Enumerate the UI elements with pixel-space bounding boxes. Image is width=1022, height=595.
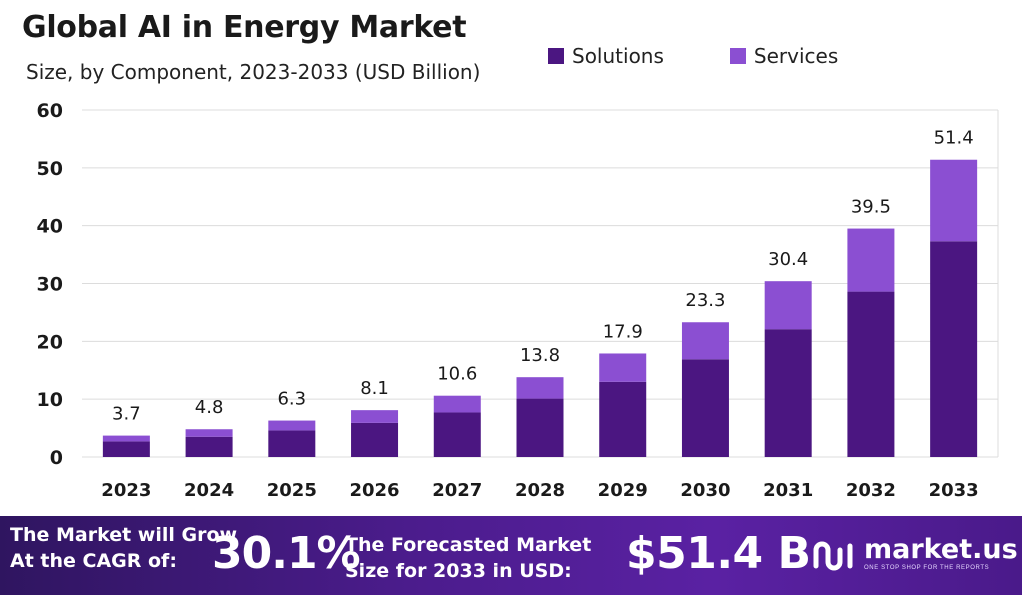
legend-swatch-services bbox=[729, 48, 746, 64]
bar-services bbox=[268, 420, 316, 431]
forecast-label: The Forecasted Market Size for 2033 in U… bbox=[345, 534, 592, 582]
y-tick-label: 0 bbox=[50, 447, 63, 469]
bar-services bbox=[599, 353, 647, 382]
brand-name: market.us bbox=[864, 534, 1018, 565]
forecast-value: $51.4 B bbox=[626, 528, 811, 579]
cagr-value: 30.1% bbox=[212, 528, 361, 579]
data-label-total: 17.9 bbox=[603, 321, 643, 342]
bar-solutions bbox=[433, 412, 481, 457]
legend: Solutions Services bbox=[548, 44, 904, 68]
x-tick-label: 2023 bbox=[101, 480, 151, 501]
x-tick-label: 2030 bbox=[680, 480, 730, 501]
bar-solutions bbox=[102, 441, 150, 457]
data-label-total: 10.6 bbox=[437, 364, 477, 385]
chart-subtitle: Size, by Component, 2023-2033 (USD Billi… bbox=[26, 60, 481, 84]
bar-services bbox=[185, 429, 233, 437]
x-tick-label: 2024 bbox=[184, 480, 234, 501]
x-tick-label: 2025 bbox=[267, 480, 317, 501]
brand-tagline: ONE STOP SHOP FOR THE REPORTS bbox=[864, 565, 990, 571]
data-label-total: 51.4 bbox=[934, 128, 974, 149]
y-tick-label: 20 bbox=[37, 331, 63, 353]
bar-solutions bbox=[599, 381, 647, 457]
bar-services bbox=[681, 322, 729, 360]
data-label-total: 30.4 bbox=[768, 249, 808, 270]
y-tick-label: 40 bbox=[37, 216, 63, 238]
bar-services bbox=[433, 395, 481, 413]
x-tick-label: 2031 bbox=[763, 480, 813, 501]
data-label-total: 23.3 bbox=[685, 290, 725, 311]
bar-solutions bbox=[516, 398, 564, 457]
legend-label-solutions: Solutions bbox=[572, 44, 664, 68]
bar-chart: 01020304050603.720234.820246.320258.1202… bbox=[37, 100, 999, 501]
y-tick-label: 60 bbox=[37, 100, 63, 122]
x-tick-label: 2028 bbox=[515, 480, 565, 501]
chart-title: Global AI in Energy Market bbox=[22, 10, 467, 45]
bar-services bbox=[930, 159, 978, 242]
footer-banner: The Market will Grow At the CAGR of: 30.… bbox=[0, 516, 1022, 595]
x-tick-label: 2026 bbox=[349, 480, 399, 501]
data-label-total: 6.3 bbox=[277, 389, 306, 410]
brand: market.us ONE STOP SHOP FOR THE REPORTS bbox=[812, 536, 1018, 576]
x-tick-label: 2029 bbox=[598, 480, 648, 501]
x-tick-label: 2032 bbox=[846, 480, 896, 501]
bar-services bbox=[351, 410, 399, 423]
legend-item-solutions: Solutions bbox=[548, 44, 664, 68]
bar-solutions bbox=[185, 436, 233, 457]
data-label-total: 8.1 bbox=[360, 378, 389, 399]
bar-solutions bbox=[351, 422, 399, 457]
bar-services bbox=[102, 435, 150, 442]
bar-solutions bbox=[764, 329, 812, 457]
bar-solutions bbox=[681, 359, 729, 457]
x-tick-label: 2027 bbox=[432, 480, 482, 501]
data-label-total: 39.5 bbox=[851, 197, 891, 218]
x-tick-label: 2033 bbox=[929, 480, 979, 501]
bar-solutions bbox=[847, 291, 895, 457]
legend-label-services: Services bbox=[753, 44, 839, 68]
y-tick-label: 30 bbox=[37, 274, 63, 296]
bar-solutions bbox=[268, 430, 316, 457]
data-label-total: 13.8 bbox=[520, 345, 560, 366]
cagr-label: The Market will Grow At the CAGR of: bbox=[10, 524, 238, 572]
market-us-logo-icon bbox=[813, 541, 853, 571]
data-label-total: 3.7 bbox=[112, 404, 141, 425]
bar-services bbox=[764, 281, 812, 330]
data-label-total: 4.8 bbox=[195, 397, 224, 418]
legend-item-services: Services bbox=[729, 44, 839, 68]
bar-services bbox=[847, 228, 895, 292]
bar-services bbox=[516, 377, 564, 399]
y-tick-label: 50 bbox=[37, 158, 63, 180]
y-tick-label: 10 bbox=[37, 389, 63, 411]
bar-solutions bbox=[930, 241, 978, 457]
legend-swatch-solutions bbox=[548, 48, 564, 64]
